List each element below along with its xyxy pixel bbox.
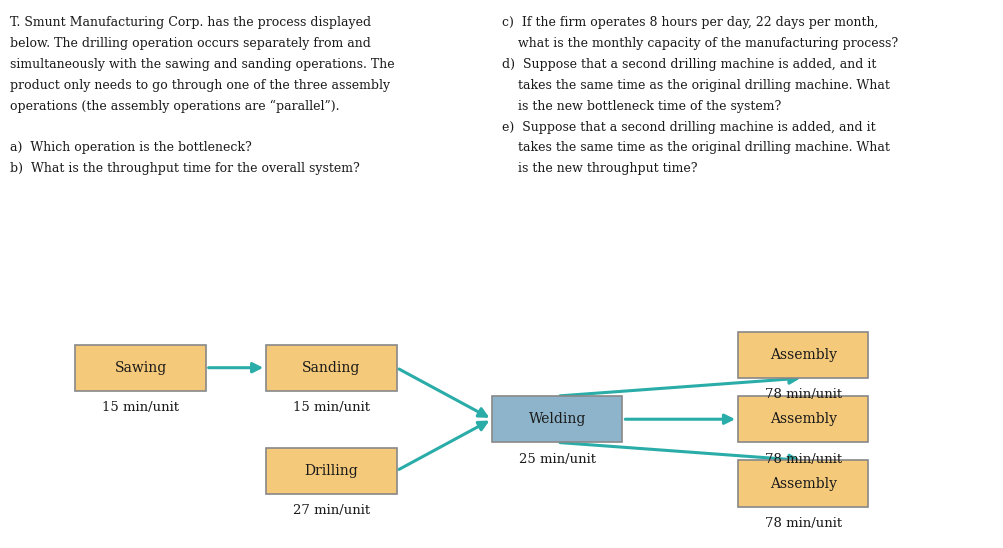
Text: takes the same time as the original drilling machine. What: takes the same time as the original dril… xyxy=(502,79,889,92)
Text: 15 min/unit: 15 min/unit xyxy=(102,401,179,414)
Text: 78 min/unit: 78 min/unit xyxy=(764,517,841,530)
Text: a)  Which operation is the bottleneck?: a) Which operation is the bottleneck? xyxy=(10,141,252,155)
Text: what is the monthly capacity of the manufacturing process?: what is the monthly capacity of the manu… xyxy=(502,37,898,50)
Text: 78 min/unit: 78 min/unit xyxy=(764,453,841,466)
Text: Welding: Welding xyxy=(528,412,586,426)
Text: Assembly: Assembly xyxy=(769,412,835,426)
Text: operations (the assembly operations are “parallel”).: operations (the assembly operations are … xyxy=(10,100,339,113)
Text: 78 min/unit: 78 min/unit xyxy=(764,389,841,401)
Text: c)  If the firm operates 8 hours per day, 22 days per month,: c) If the firm operates 8 hours per day,… xyxy=(502,16,878,30)
Text: is the new bottleneck time of the system?: is the new bottleneck time of the system… xyxy=(502,100,780,113)
Text: product only needs to go through one of the three assembly: product only needs to go through one of … xyxy=(10,79,390,92)
Text: Assembly: Assembly xyxy=(769,348,835,362)
FancyBboxPatch shape xyxy=(266,448,396,494)
Text: d)  Suppose that a second drilling machine is added, and it: d) Suppose that a second drilling machin… xyxy=(502,58,876,71)
FancyBboxPatch shape xyxy=(737,460,868,507)
Text: T. Smunt Manufacturing Corp. has the process displayed: T. Smunt Manufacturing Corp. has the pro… xyxy=(10,16,371,30)
Text: 15 min/unit: 15 min/unit xyxy=(293,401,369,414)
FancyBboxPatch shape xyxy=(266,345,396,391)
Text: Drilling: Drilling xyxy=(304,464,358,478)
Text: 27 min/unit: 27 min/unit xyxy=(293,504,369,517)
Text: is the new throughput time?: is the new throughput time? xyxy=(502,162,697,175)
Text: Sanding: Sanding xyxy=(302,361,360,375)
Text: e)  Suppose that a second drilling machine is added, and it: e) Suppose that a second drilling machin… xyxy=(502,121,875,134)
FancyBboxPatch shape xyxy=(737,332,868,378)
Text: Sawing: Sawing xyxy=(114,361,166,375)
FancyBboxPatch shape xyxy=(491,396,622,442)
Text: Assembly: Assembly xyxy=(769,477,835,490)
FancyBboxPatch shape xyxy=(737,396,868,442)
FancyBboxPatch shape xyxy=(75,345,206,391)
Text: below. The drilling operation occurs separately from and: below. The drilling operation occurs sep… xyxy=(10,37,370,50)
Text: simultaneously with the sawing and sanding operations. The: simultaneously with the sawing and sandi… xyxy=(10,58,394,71)
Text: 25 min/unit: 25 min/unit xyxy=(519,453,595,466)
Text: takes the same time as the original drilling machine. What: takes the same time as the original dril… xyxy=(502,141,889,155)
Text: b)  What is the throughput time for the overall system?: b) What is the throughput time for the o… xyxy=(10,162,359,175)
